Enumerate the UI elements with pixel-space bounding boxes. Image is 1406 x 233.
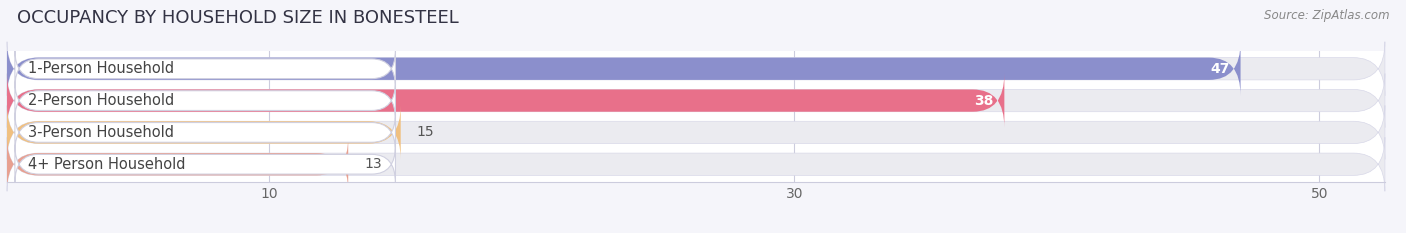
- Text: 3-Person Household: 3-Person Household: [28, 125, 174, 140]
- FancyBboxPatch shape: [7, 137, 1385, 191]
- Text: 13: 13: [364, 157, 381, 171]
- Text: 47: 47: [1211, 62, 1230, 76]
- FancyBboxPatch shape: [7, 42, 1240, 96]
- Text: 2-Person Household: 2-Person Household: [28, 93, 174, 108]
- Text: OCCUPANCY BY HOUSEHOLD SIZE IN BONESTEEL: OCCUPANCY BY HOUSEHOLD SIZE IN BONESTEEL: [17, 9, 458, 27]
- FancyBboxPatch shape: [7, 74, 1004, 128]
- FancyBboxPatch shape: [7, 105, 401, 159]
- FancyBboxPatch shape: [15, 145, 395, 183]
- Text: Source: ZipAtlas.com: Source: ZipAtlas.com: [1264, 9, 1389, 22]
- FancyBboxPatch shape: [7, 105, 1385, 159]
- Text: 4+ Person Household: 4+ Person Household: [28, 157, 186, 172]
- FancyBboxPatch shape: [15, 50, 395, 88]
- Text: 15: 15: [416, 125, 434, 139]
- FancyBboxPatch shape: [15, 114, 395, 151]
- Text: 38: 38: [974, 94, 994, 108]
- Text: 1-Person Household: 1-Person Household: [28, 61, 174, 76]
- FancyBboxPatch shape: [7, 137, 349, 191]
- FancyBboxPatch shape: [7, 42, 1385, 96]
- FancyBboxPatch shape: [7, 74, 1385, 128]
- FancyBboxPatch shape: [15, 82, 395, 119]
